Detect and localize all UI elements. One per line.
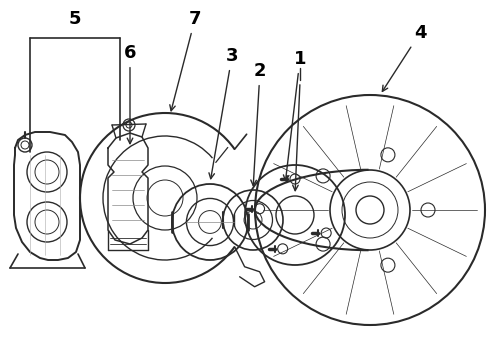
Text: 1: 1 xyxy=(283,50,306,181)
Text: 6: 6 xyxy=(124,44,136,144)
Text: 3: 3 xyxy=(209,47,238,179)
Text: 5: 5 xyxy=(69,10,81,28)
Text: 2: 2 xyxy=(251,62,266,186)
Text: 7: 7 xyxy=(170,10,201,111)
Text: 4: 4 xyxy=(382,24,426,91)
